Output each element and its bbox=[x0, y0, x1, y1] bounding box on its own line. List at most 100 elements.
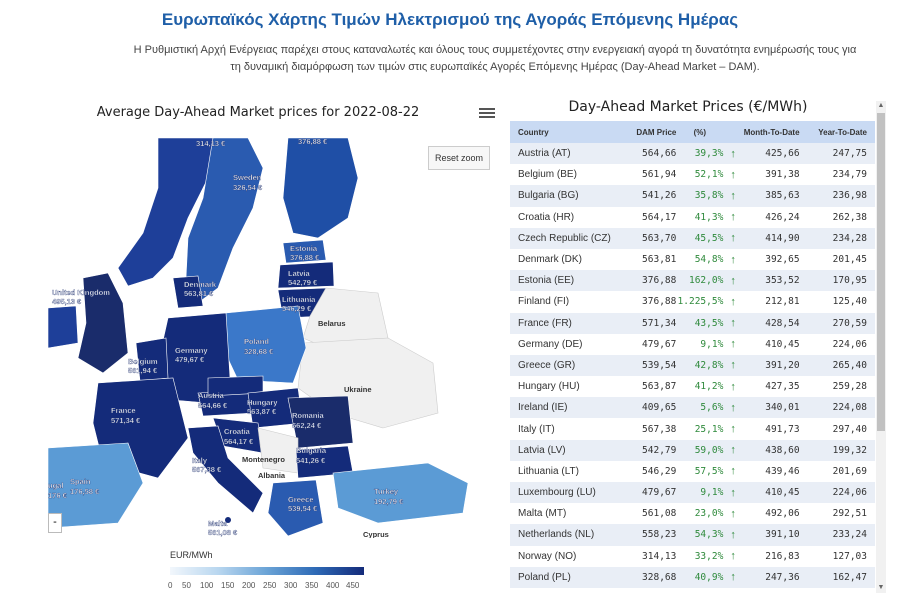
table-row[interactable]: Bulgaria (BG) 541,26 35,8% ↑ 385,63 236,98 bbox=[510, 185, 875, 207]
cell-country: Finland (FI) bbox=[518, 296, 570, 308]
cell-year-to-date: 224,06 bbox=[832, 338, 867, 350]
cell-dam-price: 541,26 bbox=[642, 190, 677, 202]
country-benelux[interactable] bbox=[135, 337, 169, 382]
table-row[interactable]: Austria (AT) 564,66 39,3% ↑ 425,66 247,75 bbox=[510, 143, 875, 165]
europe-price-map[interactable]: 314,13 € 376,88 € Sweden 326,54 € Estoni… bbox=[48, 138, 500, 538]
intro-line-1: Η Ρυθμιστική Αρχή Ενέργειας παρέχει στου… bbox=[133, 44, 857, 56]
scrollbar-thumb[interactable] bbox=[877, 113, 885, 431]
country-ireland[interactable] bbox=[48, 305, 79, 349]
cell-percent: 162,0% bbox=[688, 275, 724, 287]
legend-title: EUR/MWh bbox=[170, 550, 213, 560]
cell-month-to-date: 392,65 bbox=[765, 254, 800, 266]
svg-text:563,87 €: 563,87 € bbox=[247, 407, 277, 416]
country-sweden[interactable] bbox=[185, 138, 264, 304]
svg-text:Montenegro: Montenegro bbox=[242, 455, 285, 464]
legend-tick: 450 bbox=[346, 581, 360, 590]
svg-text:United Kingdom: United Kingdom bbox=[52, 288, 110, 297]
scroll-down-icon[interactable]: ▼ bbox=[877, 584, 885, 591]
table-row[interactable]: Finland (FI) 376,88 1.225,5% ↑ 212,81 125,40 bbox=[510, 291, 875, 313]
intro-text: Η Ρυθμιστική Αρχή Ενέργειας παρέχει στου… bbox=[90, 42, 900, 76]
intro-line-2: τη δυναμική διαμόρφωση των τιμών στις ευ… bbox=[230, 61, 760, 73]
cell-country: Netherlands (NL) bbox=[518, 529, 595, 541]
cell-country: Croatia (HR) bbox=[518, 211, 575, 223]
country-turkey[interactable] bbox=[332, 462, 469, 524]
table-row[interactable]: Lithuania (LT) 546,29 57,5% ↑ 439,46 201,69 bbox=[510, 460, 875, 482]
svg-text:Croatia: Croatia bbox=[224, 427, 251, 436]
svg-text:571,34 €: 571,34 € bbox=[111, 416, 141, 425]
map-svg: 314,13 € 376,88 € Sweden 326,54 € Estoni… bbox=[48, 138, 500, 538]
cell-country: Denmark (DK) bbox=[518, 254, 582, 266]
cell-month-to-date: 410,45 bbox=[765, 487, 800, 499]
table-row[interactable]: Latvia (LV) 542,79 59,0% ↑ 438,60 199,32 bbox=[510, 439, 875, 461]
table-row[interactable]: Denmark (DK) 563,81 54,8% ↑ 392,65 201,45 bbox=[510, 248, 875, 271]
scroll-up-icon[interactable]: ▲ bbox=[877, 102, 885, 109]
up-arrow-icon: ↑ bbox=[730, 253, 736, 266]
table-scrollbar[interactable]: ▲ ▼ bbox=[876, 101, 886, 593]
table-row[interactable]: Belgium (BE) 561,94 52,1% ↑ 391,38 234,79 bbox=[510, 164, 875, 186]
table-row[interactable]: Hungary (HU) 563,87 41,2% ↑ 427,35 259,28 bbox=[510, 376, 875, 398]
country-malta[interactable] bbox=[225, 517, 231, 523]
country-latvia[interactable] bbox=[277, 261, 335, 289]
country-uk[interactable] bbox=[77, 272, 129, 374]
svg-text:ugal: ugal bbox=[48, 481, 63, 490]
cell-percent: 9,1% bbox=[700, 487, 724, 499]
svg-text:Bulgaria: Bulgaria bbox=[296, 446, 327, 455]
zoom-out-button[interactable]: - bbox=[48, 513, 62, 533]
legend-tick: 400 bbox=[326, 581, 340, 590]
table-body: Austria (AT) 564,66 39,3% ↑ 425,66 247,75 Belg… bbox=[510, 143, 875, 588]
table-row[interactable]: Norway (NO) 314,13 33,2% ↑ 216,83 127,03 bbox=[510, 545, 875, 567]
svg-text:Sweden: Sweden bbox=[233, 173, 262, 182]
svg-text:Spain: Spain bbox=[70, 477, 91, 486]
cell-month-to-date: 385,63 bbox=[765, 190, 800, 202]
table-row[interactable]: Greece (GR) 539,54 42,8% ↑ 391,20 265,40 bbox=[510, 354, 875, 377]
svg-text:539,54 €: 539,54 € bbox=[288, 504, 318, 513]
table-row[interactable]: Ireland (IE) 409,65 5,6% ↑ 340,01 224,08 bbox=[510, 397, 875, 419]
svg-text:192,79 €: 192,79 € bbox=[374, 497, 404, 506]
cell-year-to-date: 170,95 bbox=[832, 275, 867, 287]
country-denmark[interactable] bbox=[172, 275, 204, 309]
table-row[interactable]: France (FR) 571,34 43,5% ↑ 428,54 270,59 bbox=[510, 312, 875, 334]
country-estonia[interactable] bbox=[282, 239, 327, 264]
cell-country: Hungary (HU) bbox=[518, 381, 580, 393]
country-greece[interactable] bbox=[267, 479, 324, 537]
table-row[interactable]: Netherlands (NL) 558,23 54,3% ↑ 391,10 233,24 bbox=[510, 524, 875, 546]
svg-text:Cyprus: Cyprus bbox=[363, 530, 389, 538]
cell-percent: 43,5% bbox=[694, 317, 724, 329]
up-arrow-icon: ↑ bbox=[730, 528, 736, 541]
col-month-to-date[interactable]: Month-To-Date bbox=[743, 127, 800, 137]
up-arrow-icon: ↑ bbox=[730, 317, 736, 330]
cell-year-to-date: 224,08 bbox=[832, 402, 867, 414]
cell-month-to-date: 439,46 bbox=[765, 465, 800, 477]
table-row[interactable]: Czech Republic (CZ) 563,70 45,5% ↑ 414,90 234… bbox=[510, 227, 875, 249]
table-row[interactable]: Malta (MT) 561,08 23,0% ↑ 492,06 292,51 bbox=[510, 503, 875, 525]
svg-text:Lithuania: Lithuania bbox=[282, 295, 316, 304]
table-row[interactable]: Italy (IT) 567,38 25,1% ↑ 491,73 297,40 bbox=[510, 418, 875, 440]
col-year-to-date[interactable]: Year-To-Date bbox=[818, 127, 867, 137]
country-romania[interactable] bbox=[287, 395, 354, 449]
up-arrow-icon: ↑ bbox=[730, 147, 736, 160]
col-country[interactable]: Country bbox=[518, 127, 549, 137]
reset-zoom-button[interactable]: Reset zoom bbox=[428, 146, 490, 170]
country-spain[interactable] bbox=[48, 442, 144, 529]
cell-percent: 41,3% bbox=[694, 211, 724, 223]
table-row[interactable]: Estonia (EE) 376,88 162,0% ↑ 353,52 170,95 bbox=[510, 270, 875, 292]
svg-text:Hungary: Hungary bbox=[247, 398, 278, 407]
table-row[interactable]: Germany (DE) 479,67 9,1% ↑ 410,45 224,06 bbox=[510, 333, 875, 355]
cell-dam-price: 314,13 bbox=[642, 550, 677, 562]
cell-year-to-date: 234,28 bbox=[832, 232, 867, 244]
svg-text:176 €: 176 € bbox=[48, 491, 68, 500]
cell-year-to-date: 262,38 bbox=[832, 211, 867, 223]
table-row[interactable]: Croatia (HR) 564,17 41,3% ↑ 426,24 262,38 bbox=[510, 206, 875, 228]
table-row[interactable]: Luxembourg (LU) 479,67 9,1% ↑ 410,45 224,06 bbox=[510, 482, 875, 504]
col-percent[interactable]: (%) bbox=[693, 127, 707, 137]
country-italy[interactable] bbox=[187, 425, 264, 514]
cell-country: Poland (PL) bbox=[518, 571, 571, 583]
country-finland[interactable] bbox=[282, 138, 359, 239]
up-arrow-icon: ↑ bbox=[730, 486, 736, 499]
cell-dam-price: 561,08 bbox=[642, 508, 677, 520]
col-dam-price[interactable]: DAM Price bbox=[636, 127, 677, 137]
hamburger-menu-icon[interactable] bbox=[478, 106, 496, 122]
table-row[interactable]: Poland (PL) 328,68 40,9% ↑ 247,36 162,47 bbox=[510, 566, 875, 588]
cell-percent: 54,8% bbox=[694, 254, 724, 266]
svg-text:561,94 €: 561,94 € bbox=[128, 366, 158, 375]
